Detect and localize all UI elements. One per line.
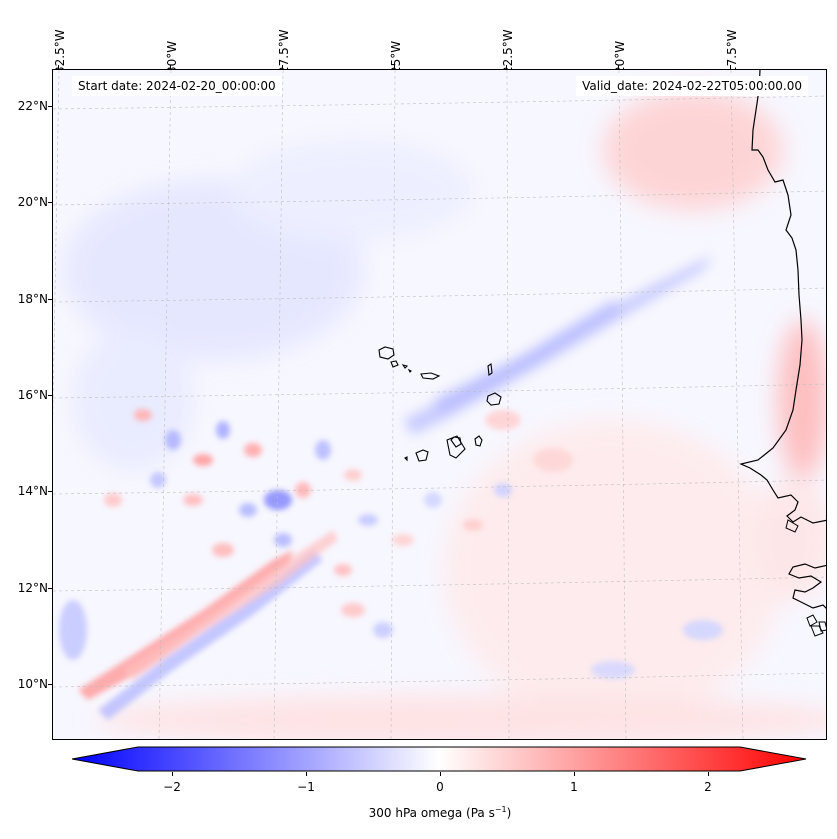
african-coastline <box>739 70 826 609</box>
lon-tick <box>58 65 59 69</box>
lat-label-10n: 10°N <box>17 677 48 691</box>
lon-label-17-5w: 17.5°W <box>725 29 739 74</box>
colorbar <box>72 746 807 772</box>
lat-tick <box>48 299 52 300</box>
lon-tick <box>730 65 731 69</box>
lat-label-16n: 16°N <box>17 388 48 402</box>
lat-label-14n: 14°N <box>17 484 48 498</box>
lat-tick <box>48 588 52 589</box>
map-panel[interactable] <box>52 69 827 740</box>
lon-tick <box>282 65 283 69</box>
colorbar-tick-label: −2 <box>163 780 181 794</box>
cape-verde-islands <box>378 346 502 462</box>
lat-label-20n: 20°N <box>17 195 48 209</box>
colorbar-label-end: ) <box>506 806 512 820</box>
start-date-label: Start date: 2024-02-20_00:00:00 <box>72 76 282 96</box>
lat-tick <box>48 106 52 107</box>
lat-tick <box>48 684 52 685</box>
colorbar-tick-label: 2 <box>704 780 712 794</box>
lon-tick <box>618 65 619 69</box>
colorbar-label-exponent: −1 <box>494 805 507 814</box>
colorbar-tick <box>574 772 575 776</box>
colorbar-tick-label: 0 <box>436 780 444 794</box>
lat-label-18n: 18°N <box>17 292 48 306</box>
omega-field <box>53 70 826 739</box>
lon-tick <box>506 65 507 69</box>
colorbar-tick-label: −1 <box>297 780 315 794</box>
colorbar-label-text: 300 hPa omega (Pa s <box>368 806 495 820</box>
colorbar-tick <box>172 772 173 776</box>
colorbar-label: 300 hPa omega (Pa s−1) <box>0 805 837 820</box>
lon-tick <box>170 65 171 69</box>
lon-label-22-5w: 22.5°W <box>501 29 515 74</box>
lon-tick <box>394 65 395 69</box>
colorbar-tick-label: 1 <box>570 780 578 794</box>
lat-label-22n: 22°N <box>17 99 48 113</box>
colorbar-tick <box>708 772 709 776</box>
colorbar-tick <box>440 772 441 776</box>
valid-date-label: Valid_date: 2024-02-22T05:00:00.00 <box>576 76 808 96</box>
lat-tick <box>48 202 52 203</box>
lat-tick <box>48 395 52 396</box>
lat-label-12n: 12°N <box>17 581 48 595</box>
lat-tick <box>48 491 52 492</box>
colorbar-tick <box>306 772 307 776</box>
lon-label-27-5w: 27.5°W <box>277 29 291 74</box>
lon-label-32-5w: 32.5°W <box>53 29 67 74</box>
